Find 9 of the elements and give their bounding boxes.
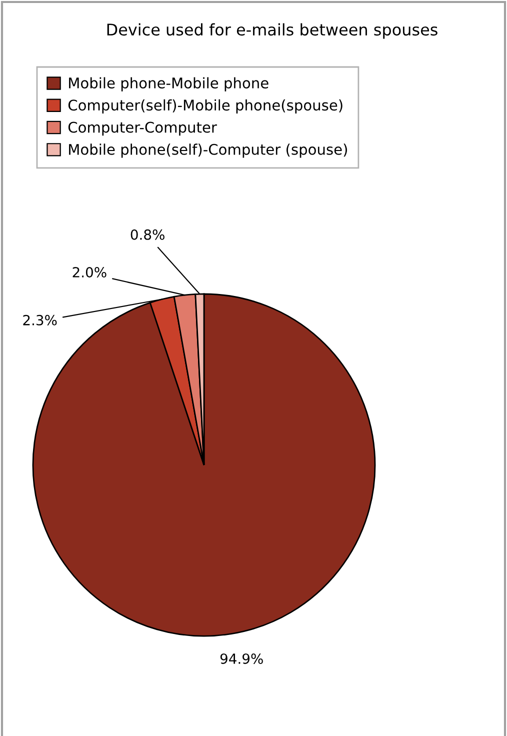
data-label: 2.0%	[72, 267, 106, 278]
legend-label: Computer-Computer	[68, 122, 217, 136]
legend-label: Mobile phone(self)-Computer (spouse)	[69, 144, 347, 158]
data-label: 2.3%	[23, 314, 57, 326]
chart-title: Device used for e-mails between spouses	[107, 23, 438, 39]
legend-label: Mobile phone-Mobile phone	[69, 77, 268, 92]
data-label: 0.8%	[130, 229, 164, 240]
legend-label: Computer(self)-Mobile phone(spouse)	[68, 99, 342, 114]
data-label: 94.9%	[220, 653, 263, 664]
